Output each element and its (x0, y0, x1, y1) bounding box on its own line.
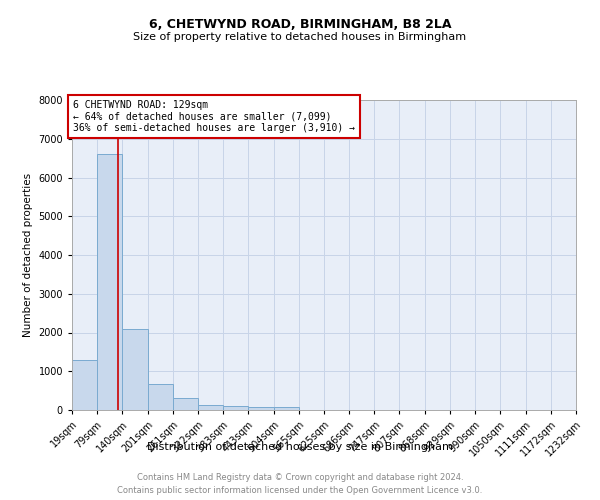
Y-axis label: Number of detached properties: Number of detached properties (23, 173, 33, 337)
Bar (274, 407, 299, 410)
Bar (223, 406, 248, 410)
Text: Contains public sector information licensed under the Open Government Licence v3: Contains public sector information licen… (118, 486, 482, 495)
Bar (198, 404, 223, 410)
Text: 6 CHETWYND ROAD: 129sqm
← 64% of detached houses are smaller (7,099)
36% of semi: 6 CHETWYND ROAD: 129sqm ← 64% of detache… (73, 100, 355, 133)
Text: 6, CHETWYND ROAD, BIRMINGHAM, B8 2LA: 6, CHETWYND ROAD, BIRMINGHAM, B8 2LA (149, 18, 451, 30)
Bar (72, 360, 97, 410)
Bar (248, 407, 274, 410)
Text: Contains HM Land Registry data © Crown copyright and database right 2024.: Contains HM Land Registry data © Crown c… (137, 472, 463, 482)
Text: Size of property relative to detached houses in Birmingham: Size of property relative to detached ho… (133, 32, 467, 42)
Bar (122, 330, 148, 410)
Bar (173, 398, 198, 410)
Text: Distribution of detached houses by size in Birmingham: Distribution of detached houses by size … (147, 442, 453, 452)
Bar (148, 384, 173, 410)
Bar (97, 154, 122, 410)
